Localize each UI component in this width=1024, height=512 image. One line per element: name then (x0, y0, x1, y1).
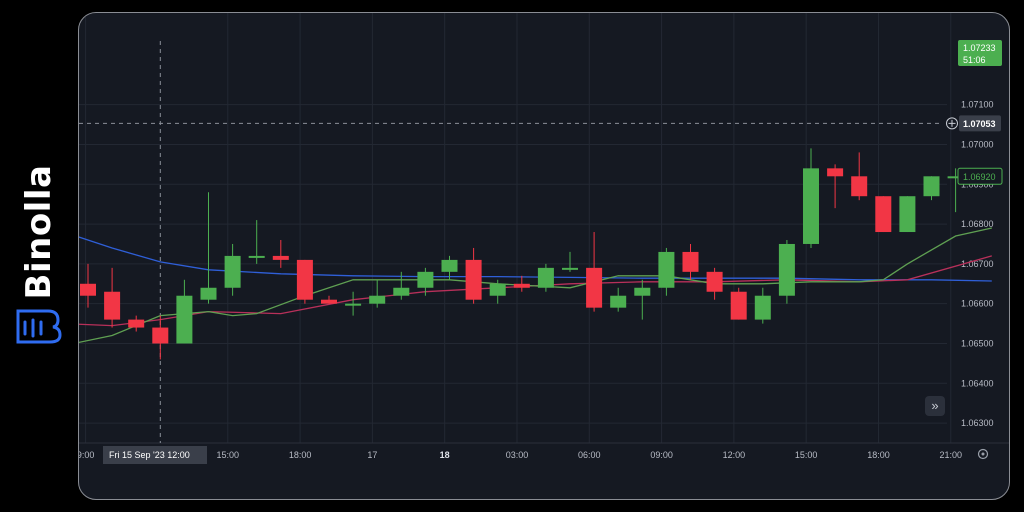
x-tick-label: 18 (440, 450, 450, 460)
candle-body (369, 295, 386, 304)
candle-body (537, 267, 554, 288)
moving-average-line (79, 227, 992, 344)
candle-body (513, 283, 530, 288)
binolla-logo-icon (16, 309, 62, 344)
candle-body (393, 287, 410, 296)
x-tick-label: 9:00 (79, 450, 94, 460)
candle-body (417, 271, 434, 288)
candle-body (754, 295, 771, 320)
x-tick-label: 17 (367, 450, 377, 460)
candle-body (658, 251, 675, 288)
candle-body (851, 176, 868, 197)
candle-body (152, 327, 169, 344)
candle-body (80, 283, 96, 296)
candle-body (923, 176, 940, 197)
crosshair-price-badge (959, 115, 1001, 132)
y-tick-label: 1.06400 (961, 378, 994, 388)
y-tick-label: 1.06300 (961, 418, 994, 428)
gear-icon[interactable] (977, 448, 989, 460)
candle-body (803, 168, 819, 244)
candle-body (610, 295, 627, 308)
crosshair-time-badge (103, 446, 207, 464)
candlestick-chart[interactable]: 1.06300 1.06400 1.06500 1.06600 1.06700 1.068… (79, 13, 1009, 499)
candle-body (296, 259, 313, 300)
x-tick-label: 15:00 (795, 450, 818, 460)
candle-body (827, 168, 844, 177)
candle-body (706, 271, 723, 292)
live-price-label: 1.07233 (963, 43, 996, 53)
countdown-label: 51:06 (963, 55, 986, 65)
candle-body (682, 251, 699, 272)
candle-body (128, 319, 145, 328)
candle-body (562, 267, 578, 270)
candle-body (634, 287, 651, 296)
candle-body (272, 255, 289, 260)
candle-body (947, 176, 964, 179)
gear-icon-center (981, 452, 985, 456)
y-tick-label: 1.06800 (961, 219, 994, 229)
y-tick-label: 1.06500 (961, 338, 994, 348)
y-tick-label: 1.06600 (961, 299, 994, 309)
candle-body (321, 299, 337, 304)
candle-body (899, 196, 916, 233)
candle-body (586, 267, 603, 308)
brand-sidebar: Binolla (0, 0, 78, 512)
crosshair-price-label: 1.07053 (963, 119, 996, 129)
crosshair-time-label: Fri 15 Sep '23 12:00 (109, 450, 190, 460)
candle-body (730, 291, 747, 320)
current-price-label: 1.06920 (963, 172, 996, 182)
candle-body (465, 259, 482, 300)
candle-body (441, 259, 458, 272)
x-tick-label: 09:00 (650, 450, 673, 460)
candle-body (345, 303, 362, 306)
candle-body (248, 255, 265, 258)
y-tick-label: 1.07000 (961, 139, 994, 149)
y-tick-label: 1.07100 (961, 100, 994, 110)
current-price-badge (957, 167, 1003, 185)
price-countdown-badge (958, 40, 1002, 66)
y-tick-label: 1.06700 (961, 259, 994, 269)
x-tick-label: 03:00 (506, 450, 529, 460)
x-tick-label: 06:00 (578, 450, 601, 460)
candle-body (200, 287, 217, 300)
candle-body (224, 255, 241, 288)
scroll-to-latest-button[interactable]: » (925, 396, 945, 416)
x-tick-label: 18:00 (289, 450, 312, 460)
chart-panel: 1.06300 1.06400 1.06500 1.06600 1.06700 1.068… (78, 12, 1010, 500)
candle-body (489, 283, 506, 296)
plus-icon (948, 119, 956, 127)
x-tick-label: 18:00 (867, 450, 890, 460)
moving-average-line (79, 236, 992, 282)
brand-name: Binolla (19, 164, 59, 300)
x-tick-label: 15:00 (217, 450, 240, 460)
x-tick-label: 12:00 (723, 450, 746, 460)
candle-body (176, 295, 193, 344)
x-tick-label: 21:00 (940, 450, 963, 460)
add-alert-icon[interactable] (946, 117, 958, 130)
candle-body (104, 291, 121, 320)
candle-body (778, 243, 795, 296)
candle-body (875, 196, 892, 233)
